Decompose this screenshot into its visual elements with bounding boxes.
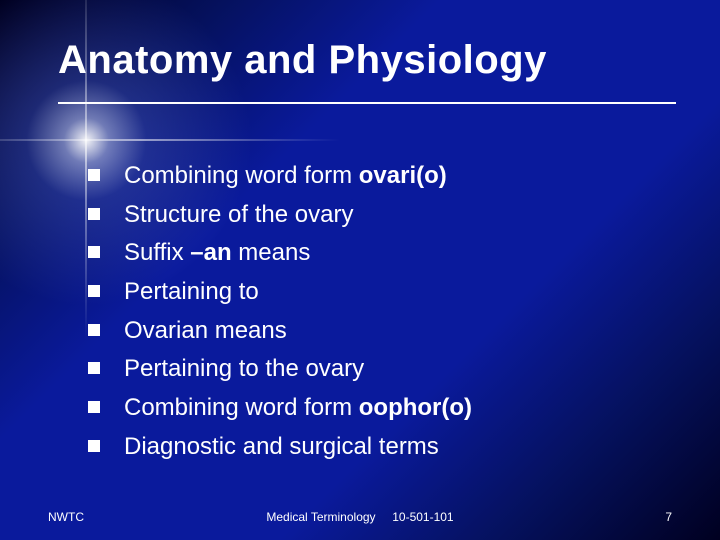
text-run: Suffix xyxy=(124,239,190,266)
list-item: Structure of the ovary xyxy=(88,199,670,231)
list-item: Pertaining to xyxy=(88,276,670,308)
square-bullet-icon xyxy=(88,324,100,336)
text-run: Structure of the ovary xyxy=(124,201,353,228)
list-item: Suffix –an means xyxy=(88,237,670,269)
list-item: Diagnostic and surgical terms xyxy=(88,431,670,463)
bold-run: ovari(o) xyxy=(359,162,447,189)
list-item-text: Suffix –an means xyxy=(124,237,670,269)
slide-footer: NWTC Medical Terminology 10-501-101 7 xyxy=(48,510,672,524)
list-item: Ovarian means xyxy=(88,315,670,347)
text-run: means xyxy=(232,239,311,266)
text-run: Diagnostic and surgical terms xyxy=(124,433,439,460)
square-bullet-icon xyxy=(88,208,100,220)
list-item-text: Structure of the ovary xyxy=(124,199,670,231)
list-item-text: Diagnostic and surgical terms xyxy=(124,431,670,463)
square-bullet-icon xyxy=(88,246,100,258)
lens-flare-horizontal xyxy=(0,139,340,141)
bold-run: oophor(o) xyxy=(359,394,472,421)
square-bullet-icon xyxy=(88,401,100,413)
bullet-list: Combining word form ovari(o)Structure of… xyxy=(88,160,670,469)
footer-center-code: 10-501-101 xyxy=(392,510,453,524)
list-item: Combining word form ovari(o) xyxy=(88,160,670,192)
square-bullet-icon xyxy=(88,440,100,452)
slide: Anatomy and Physiology Combining word fo… xyxy=(0,0,720,540)
text-run: Pertaining to xyxy=(124,278,259,305)
list-item-text: Ovarian means xyxy=(124,315,670,347)
footer-center-main: Medical Terminology xyxy=(266,510,375,524)
slide-title: Anatomy and Physiology xyxy=(58,38,680,83)
title-underline xyxy=(58,102,676,104)
list-item-text: Combining word form oophor(o) xyxy=(124,392,670,424)
text-run: Combining word form xyxy=(124,394,359,421)
list-item: Pertaining to the ovary xyxy=(88,353,670,385)
square-bullet-icon xyxy=(88,285,100,297)
bold-run: –an xyxy=(190,239,231,266)
footer-left: NWTC xyxy=(48,510,84,524)
square-bullet-icon xyxy=(88,169,100,181)
list-item: Combining word form oophor(o) xyxy=(88,392,670,424)
footer-center: Medical Terminology 10-501-101 xyxy=(48,510,672,524)
text-run: Ovarian means xyxy=(124,317,287,344)
footer-page-number: 7 xyxy=(665,510,672,524)
square-bullet-icon xyxy=(88,362,100,374)
list-item-text: Pertaining to xyxy=(124,276,670,308)
text-run: Combining word form xyxy=(124,162,359,189)
list-item-text: Pertaining to the ovary xyxy=(124,353,670,385)
text-run: Pertaining to the ovary xyxy=(124,355,364,382)
list-item-text: Combining word form ovari(o) xyxy=(124,160,670,192)
